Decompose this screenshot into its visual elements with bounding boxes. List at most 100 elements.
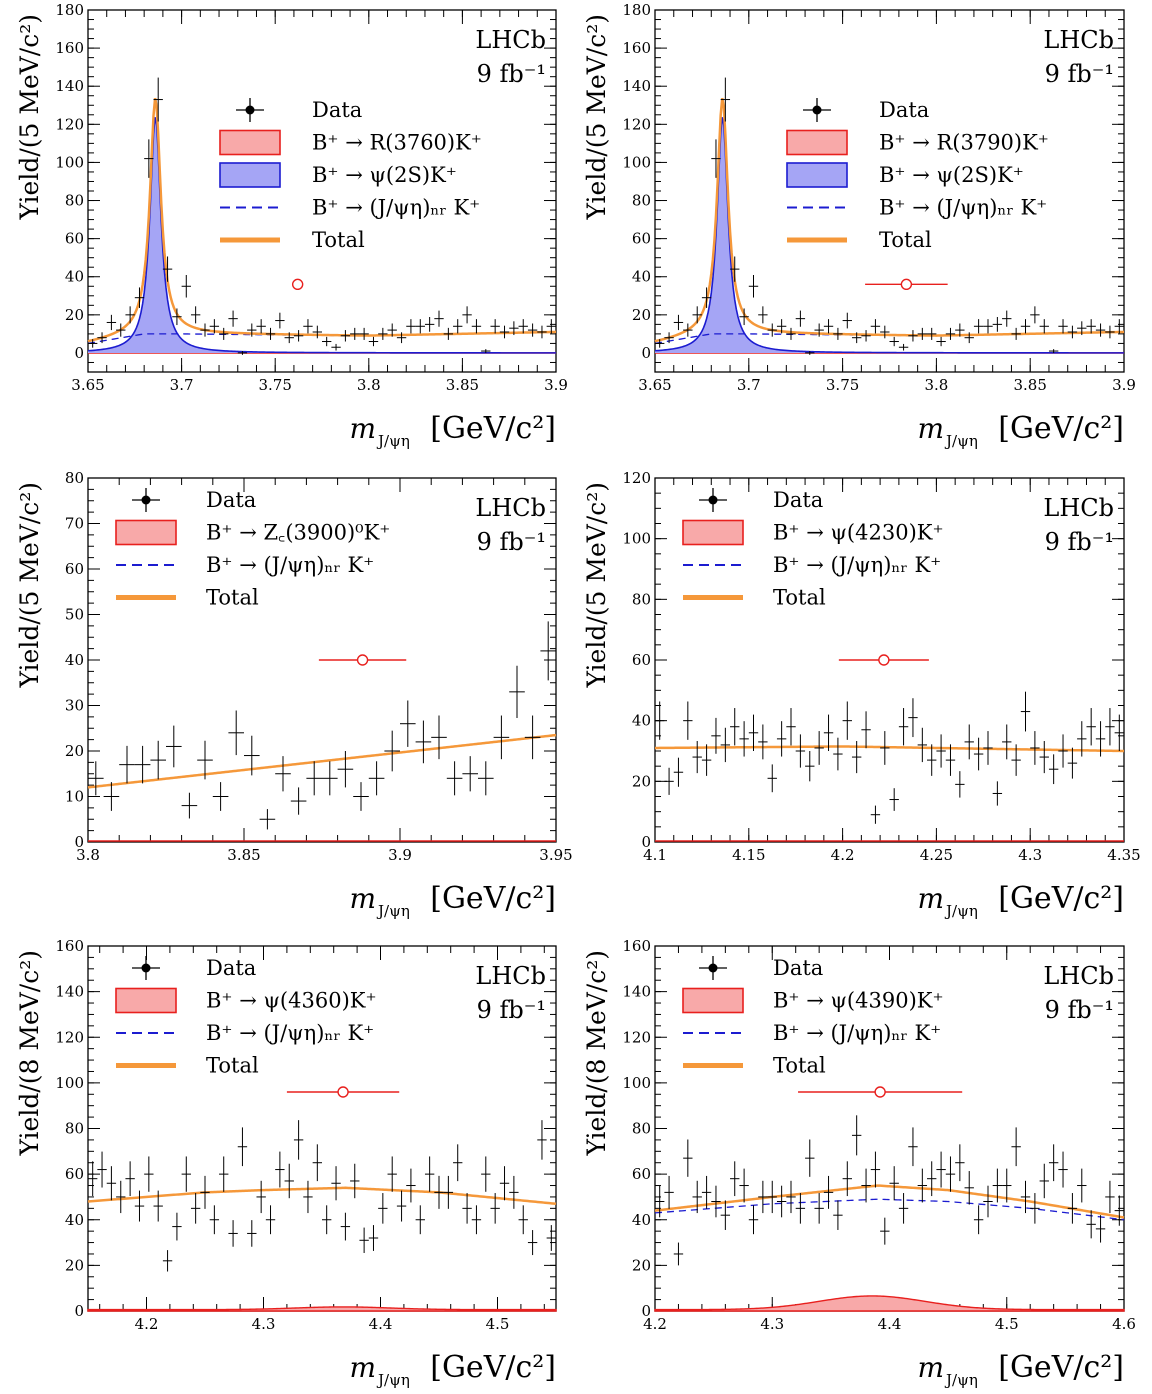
resonance-marker bbox=[291, 278, 304, 291]
y-tick-label: 70 bbox=[65, 515, 84, 533]
data-point bbox=[673, 314, 684, 331]
y-tick-label: 0 bbox=[74, 1302, 84, 1320]
data-point bbox=[88, 761, 104, 796]
legend-row: Data bbox=[803, 98, 929, 122]
legend-row: Data bbox=[236, 98, 362, 122]
data-point bbox=[166, 725, 182, 768]
data-point bbox=[786, 1180, 796, 1214]
data-point bbox=[275, 1151, 285, 1188]
legend-row: Data bbox=[132, 488, 256, 512]
data-point bbox=[1095, 721, 1106, 757]
data-point bbox=[290, 787, 307, 815]
legend-label: B⁺ → (J/ψη)ₙᵣ K⁺ bbox=[879, 196, 1047, 220]
x-tick-label: 4.4 bbox=[878, 1315, 902, 1333]
data-point bbox=[739, 1168, 749, 1203]
data-point bbox=[116, 1180, 126, 1214]
data-point bbox=[537, 1120, 547, 1160]
signal-fill bbox=[87, 1306, 557, 1312]
y-tick-label: 20 bbox=[632, 1256, 651, 1274]
data-point bbox=[927, 1161, 937, 1197]
data-point bbox=[992, 781, 1003, 806]
data-point bbox=[1105, 325, 1115, 339]
panel-r3760: 0 20 40 60 80 100 120 140 160 180 3.65 3.7 3.75 3.8 3.… bbox=[15, 1, 568, 450]
data-point bbox=[384, 730, 400, 772]
data-point bbox=[1020, 1180, 1031, 1214]
y-axis-label: Yield/(5 MeV/c²) bbox=[582, 482, 611, 689]
x-axis-label-sub: J/ψη bbox=[944, 432, 978, 450]
y-tick-label: 60 bbox=[65, 560, 84, 578]
data-point bbox=[256, 319, 266, 334]
x-tick-label: 3.8 bbox=[357, 376, 381, 394]
data-point bbox=[683, 323, 693, 337]
data-point bbox=[322, 761, 338, 796]
legend-row: B⁺ → (J/ψη)ₙᵣ K⁺ bbox=[116, 1021, 374, 1045]
data-point bbox=[509, 321, 519, 336]
legend-data-marker bbox=[245, 105, 255, 115]
data-point bbox=[983, 731, 993, 765]
data-point bbox=[945, 744, 956, 776]
x-tick-label: 4.5 bbox=[995, 1315, 1019, 1333]
x-tick-label: 3.7 bbox=[737, 376, 761, 394]
resonance-marker bbox=[337, 1086, 349, 1098]
data-point bbox=[814, 731, 824, 765]
data-point bbox=[739, 308, 749, 326]
data-point bbox=[144, 1156, 154, 1192]
data-point bbox=[889, 336, 899, 347]
legend-signal-box bbox=[115, 519, 177, 546]
x-axis-label-sub: J/ψη bbox=[376, 902, 410, 920]
panel-psi4390: 0 20 40 60 80 100 120 140 160 4.2 4.3 4.4 4.5 4.6 Yiel… bbox=[582, 937, 1136, 1389]
data-point bbox=[228, 1220, 238, 1247]
lhcb-label: LHCb bbox=[475, 962, 546, 990]
data-point bbox=[406, 319, 416, 334]
psi2s-curve bbox=[654, 117, 1124, 354]
data-point bbox=[509, 1175, 519, 1209]
data-point bbox=[518, 319, 528, 334]
y-axis-label: Yield/(5 MeV/c²) bbox=[15, 14, 44, 221]
data-point bbox=[144, 139, 154, 178]
data-point bbox=[446, 761, 463, 796]
data-point bbox=[275, 756, 291, 792]
data-point bbox=[1095, 323, 1106, 337]
y-tick-label: 160 bbox=[622, 937, 651, 955]
data-point bbox=[88, 339, 98, 348]
y-tick-label: 20 bbox=[65, 742, 84, 760]
data-point bbox=[1011, 744, 1021, 776]
data-point bbox=[692, 306, 702, 324]
x-axis-unit: [GeV/c²] bbox=[998, 411, 1124, 446]
data-point bbox=[153, 1190, 163, 1222]
legend-data-marker bbox=[812, 105, 822, 115]
resonance-marker bbox=[874, 1086, 886, 1098]
data-point bbox=[378, 1193, 388, 1224]
data-point bbox=[293, 1120, 304, 1160]
legend-row: B⁺ → R(3790)K⁺ bbox=[786, 129, 1049, 156]
x-axis-unit: [GeV/c²] bbox=[998, 1350, 1124, 1385]
y-tick-label: 40 bbox=[632, 1211, 651, 1229]
y-tick-label: 40 bbox=[65, 268, 84, 286]
data-point bbox=[1048, 1144, 1059, 1182]
y-tick-label: 60 bbox=[632, 1165, 651, 1183]
data-point bbox=[1048, 349, 1059, 353]
data-point bbox=[655, 701, 665, 740]
data-point bbox=[518, 1205, 528, 1235]
data-point bbox=[162, 256, 173, 282]
data-point bbox=[527, 1230, 538, 1256]
data-point bbox=[814, 1193, 824, 1224]
x-axis-unit: [GeV/c²] bbox=[430, 411, 556, 446]
data-point bbox=[898, 1193, 909, 1224]
legend-label: Data bbox=[773, 956, 823, 980]
legend-label: B⁺ → (J/ψη)ₙᵣ K⁺ bbox=[206, 553, 374, 577]
y-tick-label: 60 bbox=[65, 230, 84, 248]
data-point bbox=[973, 1205, 984, 1235]
y-tick-label: 40 bbox=[632, 268, 651, 286]
data-point bbox=[908, 1127, 918, 1167]
y-tick-label: 0 bbox=[641, 833, 651, 851]
panel-r3790: 0 20 40 60 80 100 120 140 160 180 3.65 3.7 3.75 3.8 3.… bbox=[582, 1, 1136, 450]
data-point bbox=[889, 1166, 899, 1201]
data-point bbox=[378, 327, 388, 340]
y-tick-label: 140 bbox=[55, 983, 84, 1001]
data-point bbox=[1020, 691, 1031, 732]
legend-row: B⁺ → ψ(2S)K⁺ bbox=[219, 162, 457, 188]
data-point bbox=[1039, 1163, 1049, 1199]
data-point bbox=[767, 1180, 777, 1214]
data-point bbox=[1114, 714, 1124, 751]
